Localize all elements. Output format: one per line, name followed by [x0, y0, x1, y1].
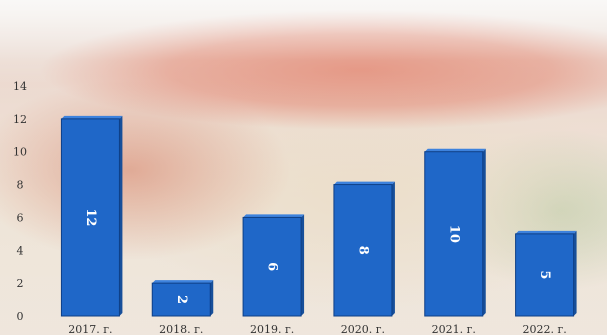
- y-tick-label: 2: [17, 277, 24, 290]
- bar-group: 12 2017. г.: [60, 115, 123, 335]
- data-label: 2: [174, 295, 189, 304]
- bar-side: [210, 280, 214, 316]
- bar: [242, 216, 302, 317]
- bar-side: [119, 115, 123, 316]
- data-label: 10: [446, 225, 461, 243]
- bar-group: 8 2020. г.: [333, 181, 395, 335]
- x-tick-label: 2021. г.: [432, 323, 476, 335]
- y-tick-label: 4: [17, 244, 24, 257]
- x-tick-label: 2022. г.: [522, 323, 566, 335]
- bar-top: [61, 115, 123, 119]
- x-tick-label: 2018. г.: [159, 323, 203, 335]
- y-tick-label: 12: [13, 113, 27, 126]
- bar-group: 6 2019. г.: [242, 214, 305, 335]
- bar-side: [482, 148, 486, 316]
- bar-top: [333, 181, 395, 185]
- bar-group: 10 2021. г.: [424, 148, 486, 335]
- bar-top: [515, 230, 577, 234]
- bar: [151, 282, 211, 317]
- bar-top: [424, 148, 486, 152]
- data-label: 6: [265, 262, 280, 271]
- bar: [333, 184, 393, 317]
- x-tick-label: 2017. г.: [68, 323, 112, 335]
- bar: [515, 233, 575, 317]
- bar-top: [152, 280, 214, 284]
- bar-top: [243, 214, 305, 218]
- bar-side: [301, 214, 305, 316]
- x-tick-label: 2020. г.: [341, 323, 385, 335]
- y-tick-label: 6: [17, 211, 24, 224]
- bar: [60, 118, 120, 317]
- bar-group: 2 2018. г.: [151, 280, 214, 335]
- y-tick-label: 14: [13, 80, 27, 93]
- y-tick-label: 0: [17, 310, 24, 323]
- bar-group: 5 2022. г.: [515, 230, 577, 335]
- x-tick-label: 2019. г.: [250, 323, 294, 335]
- y-tick-label: 10: [13, 146, 27, 159]
- bar: [424, 151, 484, 317]
- data-label: 8: [355, 246, 370, 255]
- data-label: 5: [537, 270, 552, 279]
- y-tick-label: 8: [17, 179, 24, 192]
- bar-side: [573, 230, 577, 316]
- data-label: 12: [83, 208, 98, 226]
- bar-side: [391, 181, 395, 316]
